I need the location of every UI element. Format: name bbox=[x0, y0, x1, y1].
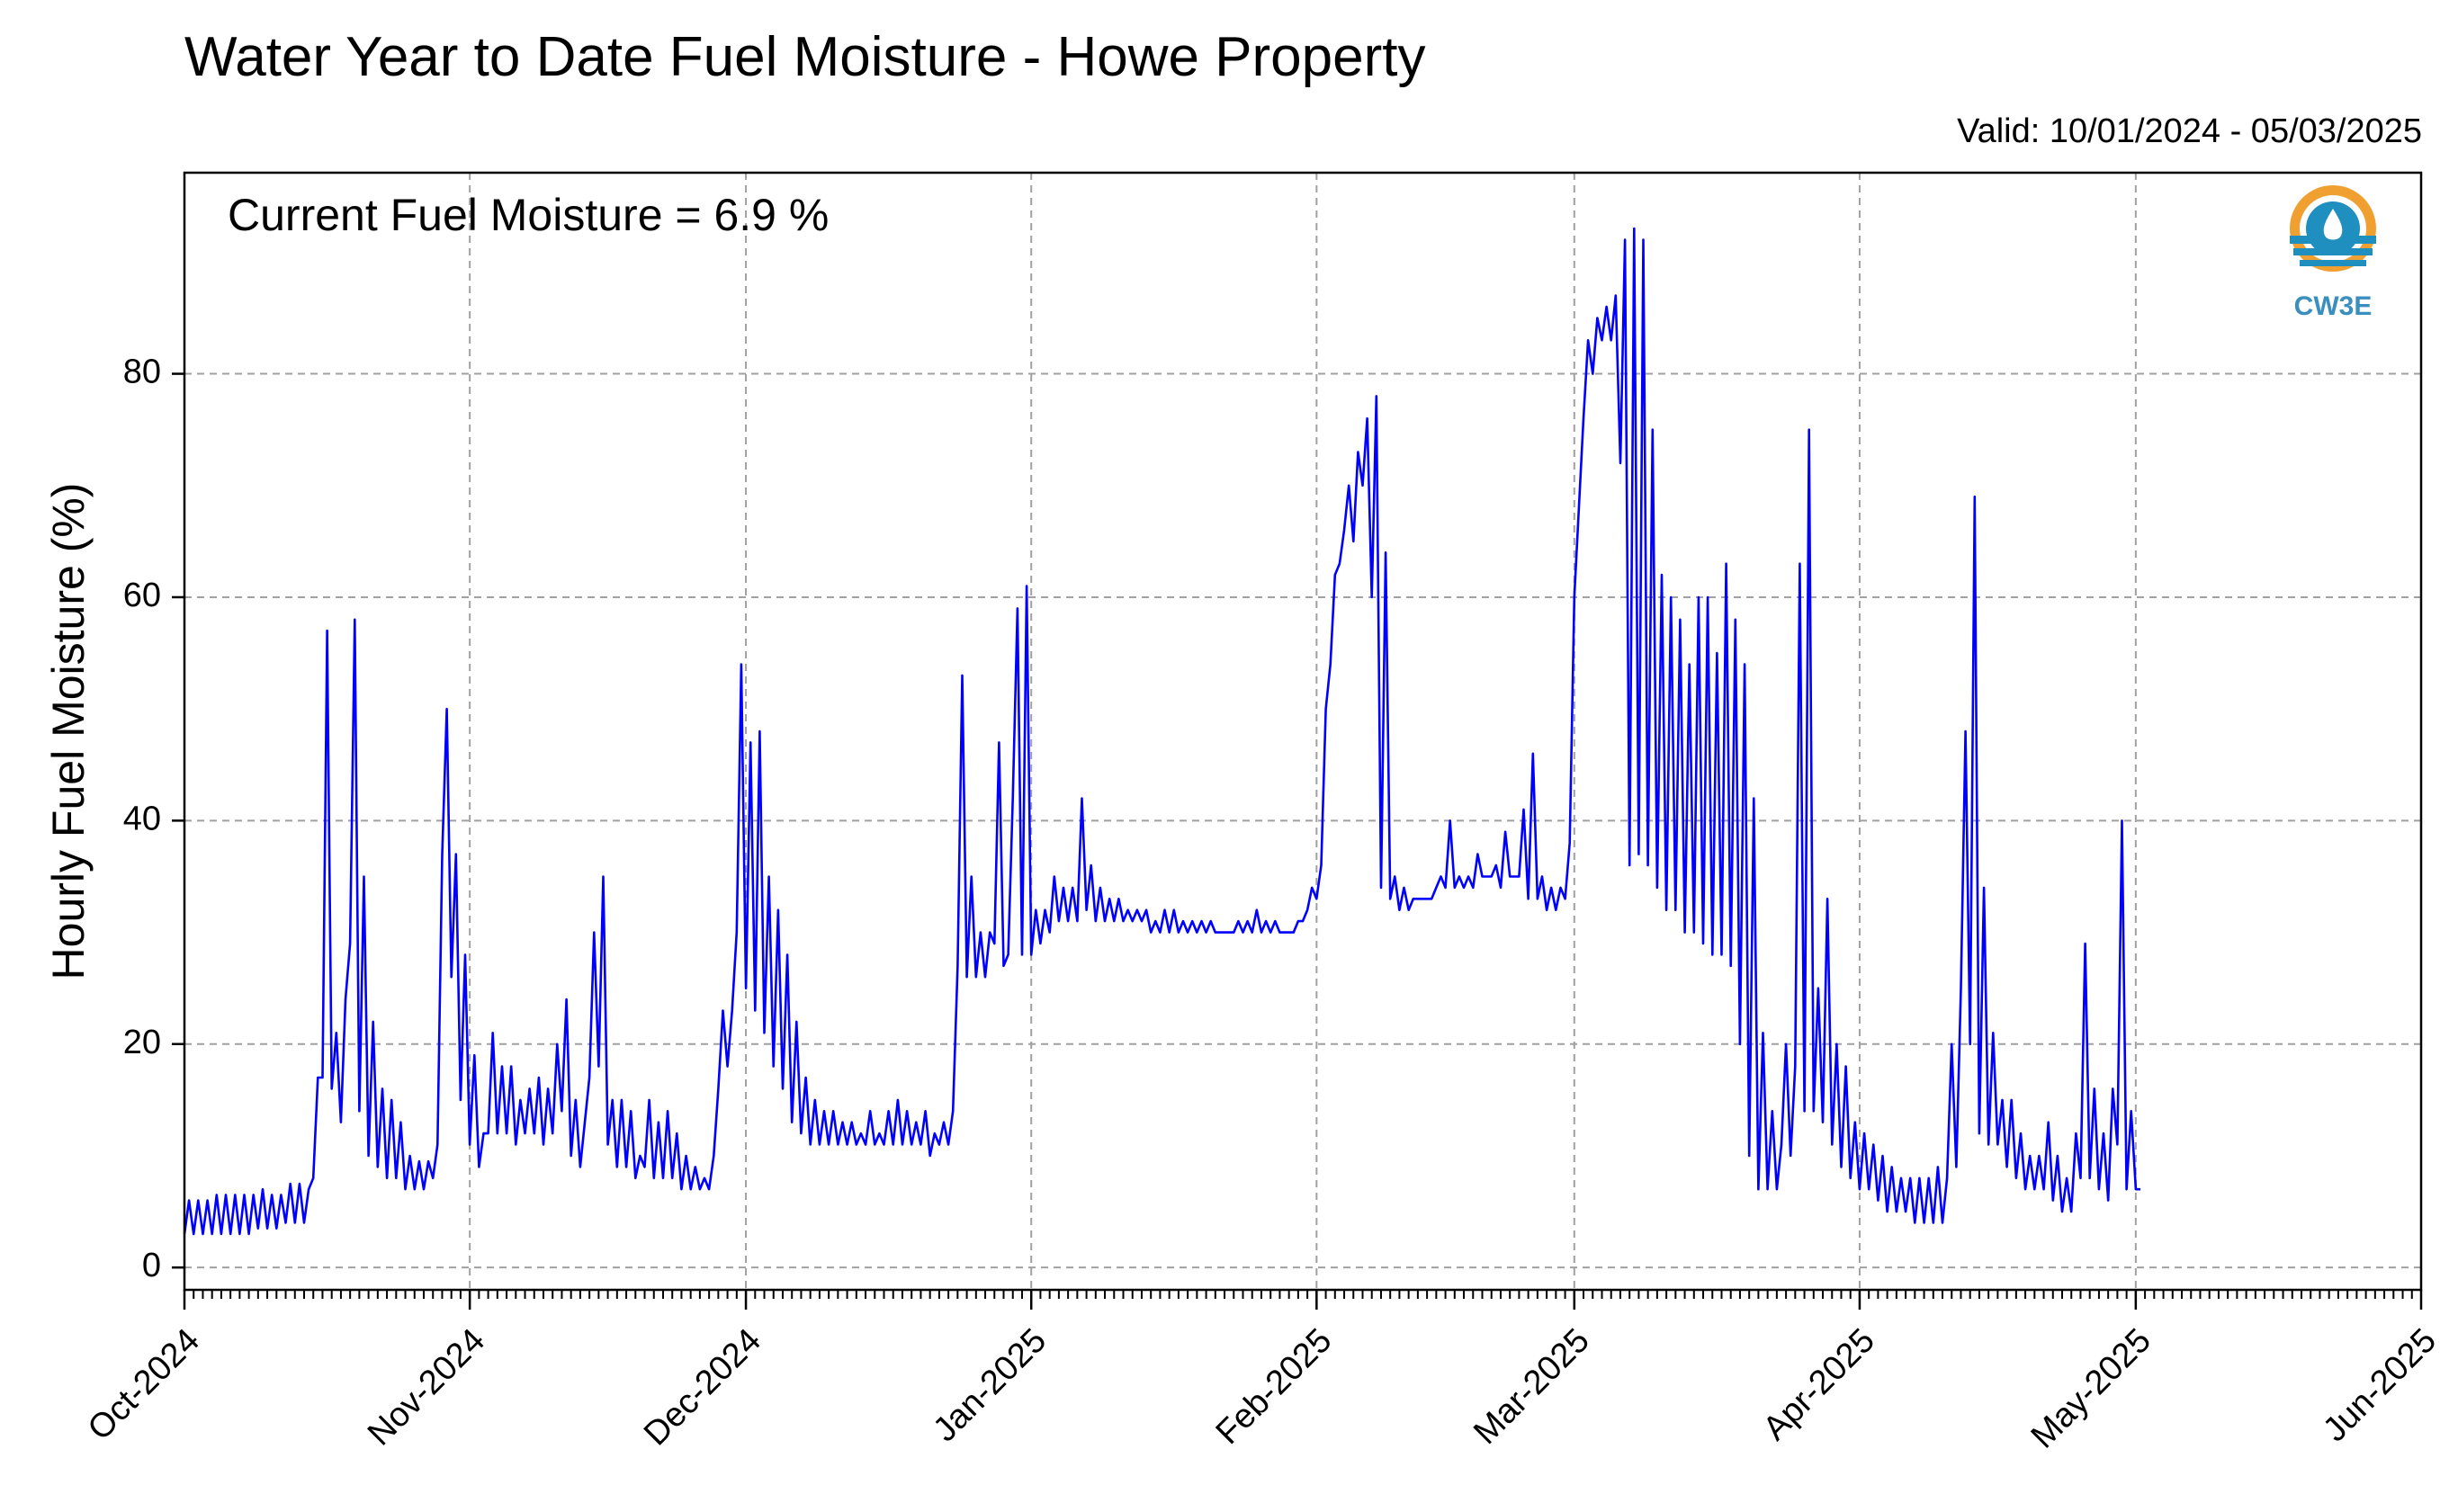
fuel-moisture-series-line bbox=[183, 227, 2140, 1236]
y-tick-label: 80 bbox=[123, 353, 161, 391]
plot-frame bbox=[183, 171, 2423, 1292]
valid-date-range: Valid: 10/01/2024 - 05/03/2025 bbox=[1957, 112, 2422, 150]
x-tick-label: Jun-2025 bbox=[2316, 1321, 2444, 1449]
x-tick-label: Jan-2025 bbox=[926, 1321, 1054, 1449]
x-tick-label: Dec-2024 bbox=[637, 1321, 768, 1453]
x-tick-label: May-2025 bbox=[2024, 1321, 2158, 1455]
logo-text: CW3E bbox=[2294, 291, 2373, 321]
x-axis-ticks: Oct-2024 Nov-2024 Dec-2024 Jan-2025 Feb-2025… bbox=[81, 1290, 2444, 1456]
water-drop-logo-icon bbox=[2290, 185, 2376, 272]
chart-title: Water Year to Date Fuel Moisture - Howe … bbox=[184, 26, 1426, 88]
y-axis-label: Hourly Fuel Moisture (%) bbox=[43, 483, 94, 980]
x-tick-label: Mar-2025 bbox=[1467, 1321, 1597, 1452]
x-tick-label: Apr-2025 bbox=[1756, 1321, 1882, 1447]
y-tick-label: 40 bbox=[123, 800, 161, 837]
y-axis-ticks: 0 20 40 60 80 bbox=[123, 353, 184, 1284]
current-moisture-annotation: Current Fuel Moisture = 6.9 % bbox=[228, 190, 829, 240]
series-group bbox=[183, 227, 2140, 1236]
y-tick-label: 0 bbox=[142, 1247, 161, 1284]
grid-lines bbox=[184, 173, 2422, 1290]
y-tick-label: 20 bbox=[123, 1024, 161, 1061]
y-tick-label: 60 bbox=[123, 577, 161, 614]
x-tick-label: Feb-2025 bbox=[1209, 1321, 1340, 1452]
x-tick-label: Nov-2024 bbox=[361, 1321, 492, 1453]
cw3e-logo: CW3E bbox=[2290, 185, 2376, 321]
x-tick-label: Oct-2024 bbox=[81, 1321, 207, 1447]
